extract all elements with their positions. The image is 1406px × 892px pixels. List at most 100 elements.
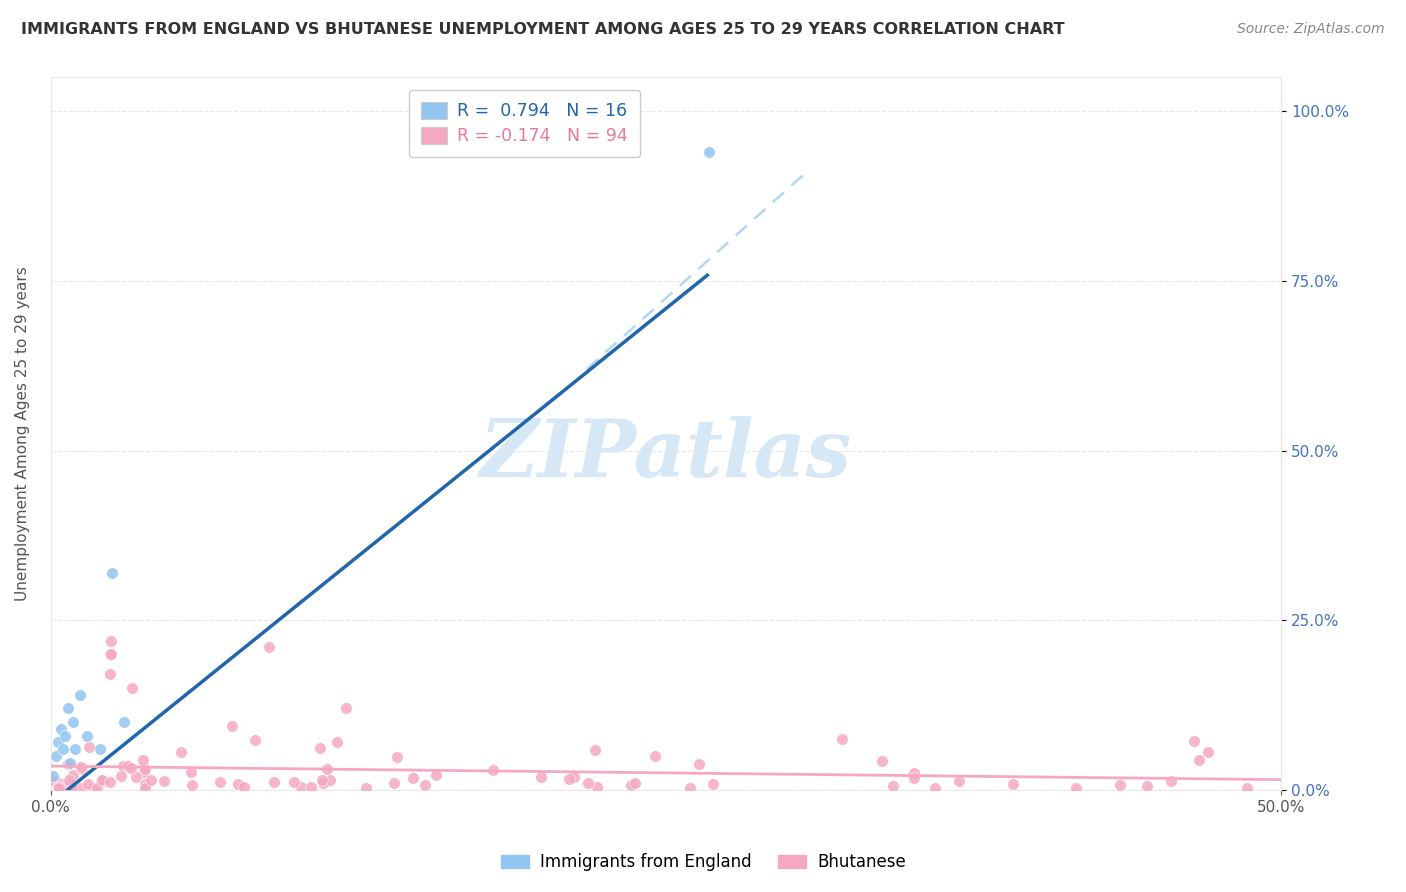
Point: [299, 780, 322, 795]
Point: [1136, 779, 1159, 793]
Point: [385, 749, 408, 764]
Point: [124, 770, 146, 784]
Point: [89, 742, 111, 756]
Point: [60, 780, 83, 795]
Point: [55, 729, 77, 743]
Point: [169, 745, 191, 759]
Point: [309, 740, 332, 755]
Point: [76, 729, 98, 743]
Point: [312, 776, 335, 790]
Point: [530, 770, 553, 784]
Y-axis label: Unemployment Among Ages 25 to 29 years: Unemployment Among Ages 25 to 29 years: [15, 267, 30, 601]
Point: [620, 778, 643, 792]
Point: [132, 754, 155, 768]
Point: [134, 762, 156, 776]
Point: [63, 742, 86, 756]
Point: [221, 719, 243, 733]
Point: [86, 780, 108, 795]
Point: [100, 647, 122, 661]
Point: [70, 762, 93, 776]
Point: [56, 756, 79, 771]
Point: [180, 765, 202, 780]
Point: [1064, 780, 1087, 795]
Point: [91, 773, 114, 788]
Point: [59, 756, 82, 770]
Point: [243, 733, 266, 747]
Point: [402, 771, 425, 785]
Point: [425, 768, 447, 782]
Point: [290, 780, 312, 794]
Point: [121, 681, 143, 695]
Point: [924, 780, 946, 795]
Point: [55, 780, 77, 794]
Text: IMMIGRANTS FROM ENGLAND VS BHUTANESE UNEMPLOYMENT AMONG AGES 25 TO 29 YEARS CORR: IMMIGRANTS FROM ENGLAND VS BHUTANESE UNE…: [21, 22, 1064, 37]
Point: [325, 735, 347, 749]
Point: [882, 779, 904, 793]
Point: [562, 770, 585, 784]
Point: [1182, 734, 1205, 748]
Point: [576, 776, 599, 790]
Text: Source: ZipAtlas.com: Source: ZipAtlas.com: [1237, 22, 1385, 37]
Point: [52, 742, 75, 756]
Point: [283, 775, 305, 789]
Point: [59, 777, 82, 791]
Point: [226, 776, 249, 790]
Point: [98, 775, 121, 789]
Legend: R =  0.794   N = 16, R = -0.174   N = 94: R = 0.794 N = 16, R = -0.174 N = 94: [409, 90, 640, 157]
Point: [69, 688, 91, 702]
Point: [111, 759, 134, 773]
Point: [624, 776, 647, 790]
Point: [70, 759, 93, 773]
Point: [688, 756, 710, 771]
Point: [110, 769, 132, 783]
Point: [831, 732, 853, 747]
Point: [181, 778, 204, 792]
Point: [48, 776, 70, 790]
Point: [77, 777, 100, 791]
Point: [100, 566, 122, 580]
Point: [77, 740, 100, 755]
Point: [117, 759, 139, 773]
Point: [49, 722, 72, 736]
Point: [56, 701, 79, 715]
Point: [644, 748, 666, 763]
Point: [678, 780, 700, 795]
Point: [232, 780, 254, 795]
Point: [153, 773, 176, 788]
Text: ZIPatlas: ZIPatlas: [479, 417, 852, 494]
Point: [1001, 777, 1024, 791]
Point: [62, 768, 84, 782]
Point: [354, 780, 377, 795]
Point: [1160, 774, 1182, 789]
Point: [83, 780, 105, 795]
Point: [702, 777, 724, 791]
Point: [98, 647, 121, 661]
Point: [903, 765, 925, 780]
Point: [134, 780, 156, 795]
Point: [382, 776, 405, 790]
Point: [70, 780, 93, 795]
Point: [1109, 778, 1132, 792]
Point: [335, 701, 357, 715]
Point: [1188, 753, 1211, 767]
Point: [586, 780, 609, 794]
Point: [120, 761, 142, 775]
Point: [44, 774, 66, 789]
Point: [59, 777, 82, 791]
Point: [257, 640, 280, 655]
Point: [311, 772, 333, 787]
Point: [872, 754, 894, 768]
Point: [481, 764, 503, 778]
Point: [56, 780, 79, 795]
Point: [62, 714, 84, 729]
Point: [315, 762, 337, 776]
Point: [134, 777, 156, 791]
Legend: Immigrants from England, Bhutanese: Immigrants from England, Bhutanese: [492, 845, 914, 880]
Point: [1236, 780, 1258, 795]
Point: [46, 780, 69, 794]
Point: [139, 772, 162, 787]
Point: [42, 769, 65, 783]
Point: [697, 145, 720, 159]
Point: [583, 743, 606, 757]
Point: [948, 773, 970, 788]
